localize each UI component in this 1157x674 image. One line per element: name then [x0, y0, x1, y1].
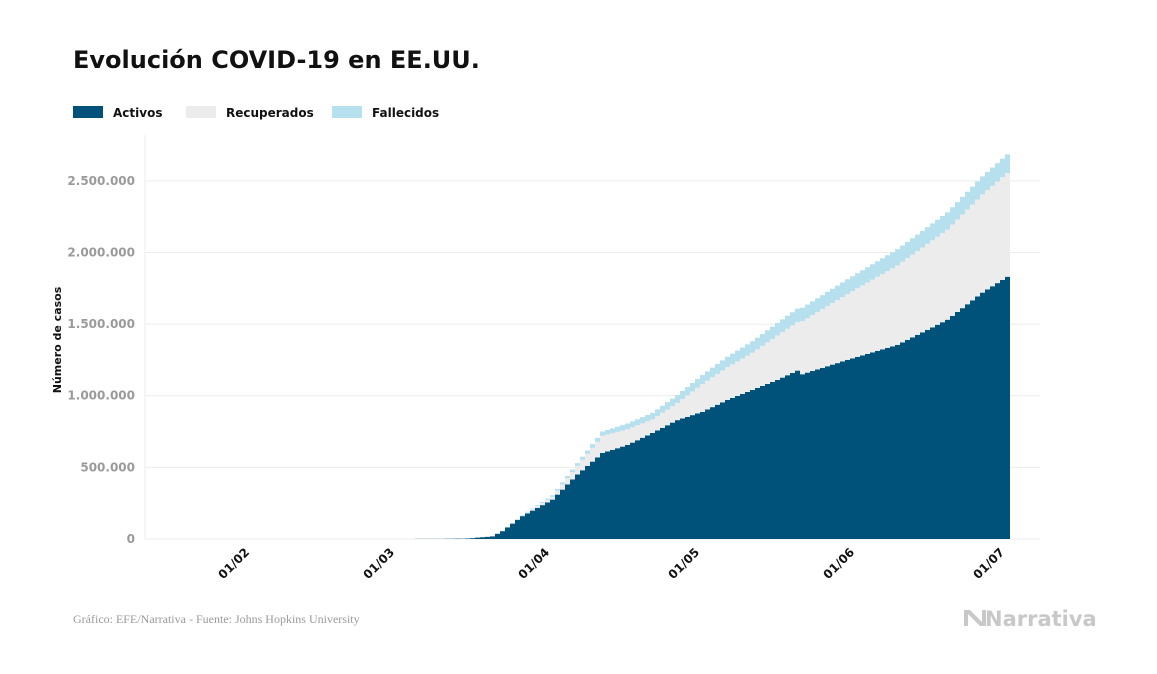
legend-swatch-activos [73, 106, 103, 118]
source-credit: Gráfico: EFE/Narrativa - Fuente: Johns H… [73, 612, 360, 626]
narrativa-logo: Narrativa [964, 607, 1097, 631]
area-series-activos [395, 276, 1010, 539]
y-tick-label: 500.000 [80, 460, 135, 474]
stacked-areas [395, 154, 1010, 539]
legend-label-activos: Activos [113, 106, 162, 120]
y-tick-label: 1.000.000 [67, 389, 135, 403]
legend-label-recuperados: Recuperados [226, 106, 314, 120]
y-tick-label: 2.500.000 [67, 174, 135, 188]
legend-swatch-recuperados [186, 106, 216, 118]
x-tick-label: 01/05 [666, 545, 703, 582]
y-tick-label: 2.000.000 [67, 245, 135, 259]
narrativa-logo-icon [964, 610, 986, 626]
narrativa-logo-text: Narrativa [985, 607, 1097, 631]
x-tick-label: 01/04 [516, 545, 553, 582]
x-axis-ticks: 01/02 01/03 01/04 01/05 01/06 01/07 [216, 545, 1008, 582]
x-tick-label: 01/03 [361, 545, 398, 582]
legend: Activos Recuperados Fallecidos [73, 106, 439, 120]
legend-swatch-fallecidos [332, 106, 362, 118]
x-tick-label: 01/06 [821, 545, 858, 582]
y-tick-label: 1.500.000 [67, 317, 135, 331]
y-axis-ticks: 0 500.000 1.000.000 1.500.000 2.000.000 2.500… [67, 174, 135, 546]
legend-label-fallecidos: Fallecidos [372, 106, 439, 120]
legend-item-recuperados[interactable]: Recuperados [186, 106, 314, 120]
legend-item-fallecidos[interactable]: Fallecidos [332, 106, 439, 120]
x-tick-label: 01/07 [971, 545, 1008, 582]
x-tick-label: 01/02 [216, 545, 253, 582]
legend-item-activos[interactable]: Activos [73, 106, 162, 120]
chart-title: Evolución COVID-19 en EE.UU. [73, 46, 480, 74]
y-axis-label: Número de casos [51, 286, 64, 393]
y-tick-label: 0 [127, 532, 135, 546]
